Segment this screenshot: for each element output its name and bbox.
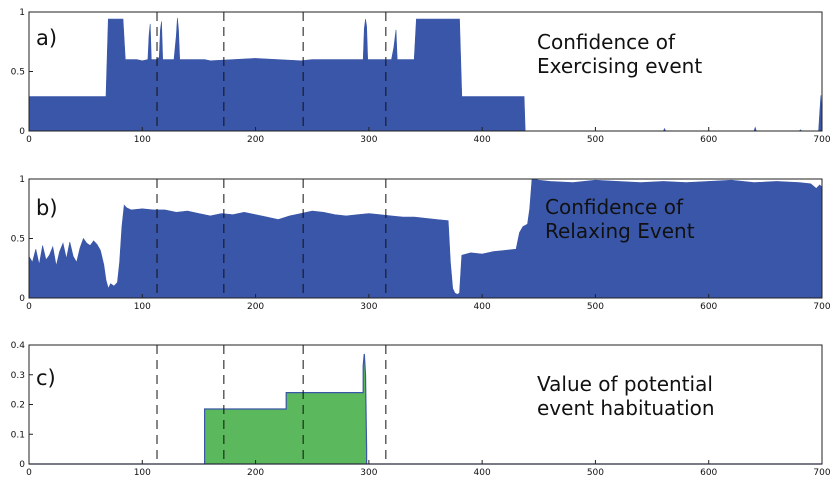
panel-title-line-0: Confidence of (545, 195, 684, 219)
x-tick-label: 100 (134, 135, 151, 145)
panel-a-exercising-confidence: 0 100 200 300 400 500 600 700 0 0.5 1 a) Confidence … (11, 8, 831, 145)
x-tick-label: 500 (587, 135, 604, 145)
x-tick-label: 600 (700, 135, 717, 145)
y-tick-label: 0.4 (11, 341, 26, 351)
y-tick-label: 0 (19, 127, 25, 137)
panel-c-habituation-value: 0 100 200 300 400 500 600 700 0 0.1 0.2 0.3 0.4 c) Val… (11, 341, 831, 478)
panel-title-line-1: event habituation (537, 396, 715, 420)
x-tick-label: 0 (26, 468, 32, 478)
y-tick-label: 0.1 (11, 430, 25, 440)
y-tick-label: 0.5 (11, 235, 25, 245)
x-tick-label: 0 (26, 302, 32, 312)
x-tick-label: 300 (360, 468, 377, 478)
y-tick-label: 0.5 (11, 68, 25, 78)
panel-title-line-1: Relaxing Event (545, 219, 695, 243)
x-tick-label: 500 (587, 302, 604, 312)
panel-title-line-0: Value of potential (537, 372, 713, 396)
y-tick-label: 0.2 (11, 401, 25, 411)
x-tick-label: 500 (587, 468, 604, 478)
y-tick-label: 1 (19, 8, 25, 18)
x-tick-label: 200 (247, 468, 264, 478)
x-tick-label: 100 (134, 468, 151, 478)
panel-letter: b) (36, 196, 58, 220)
y-tick-label: 0 (19, 460, 25, 470)
panel-title-line-1: Exercising event (537, 54, 702, 78)
series-area-0 (28, 178, 823, 299)
x-tick-label: 200 (247, 302, 264, 312)
x-tick-label: 700 (813, 302, 830, 312)
series-area-0 (28, 17, 823, 132)
x-tick-label: 200 (247, 135, 264, 145)
x-tick-label: 700 (813, 135, 830, 145)
x-tick-label: 400 (474, 135, 491, 145)
panel-letter: a) (36, 26, 57, 50)
x-tick-label: 300 (360, 135, 377, 145)
x-tick-label: 300 (360, 302, 377, 312)
x-tick-label: 600 (700, 468, 717, 478)
x-tick-label: 0 (26, 135, 32, 145)
panel-letter: c) (36, 366, 56, 390)
panel-title-line-0: Confidence of (537, 30, 676, 54)
x-tick-label: 400 (474, 302, 491, 312)
y-tick-label: 0 (19, 294, 25, 304)
y-tick-label: 1 (19, 175, 25, 185)
panel-b-relaxing-confidence: 0 100 200 300 400 500 600 700 0 0.5 1 b) Confidence … (11, 175, 831, 312)
x-tick-label: 400 (474, 468, 491, 478)
x-tick-label: 600 (700, 302, 717, 312)
x-tick-label: 700 (813, 468, 830, 478)
x-tick-label: 100 (134, 302, 151, 312)
y-tick-label: 0.3 (11, 371, 25, 381)
